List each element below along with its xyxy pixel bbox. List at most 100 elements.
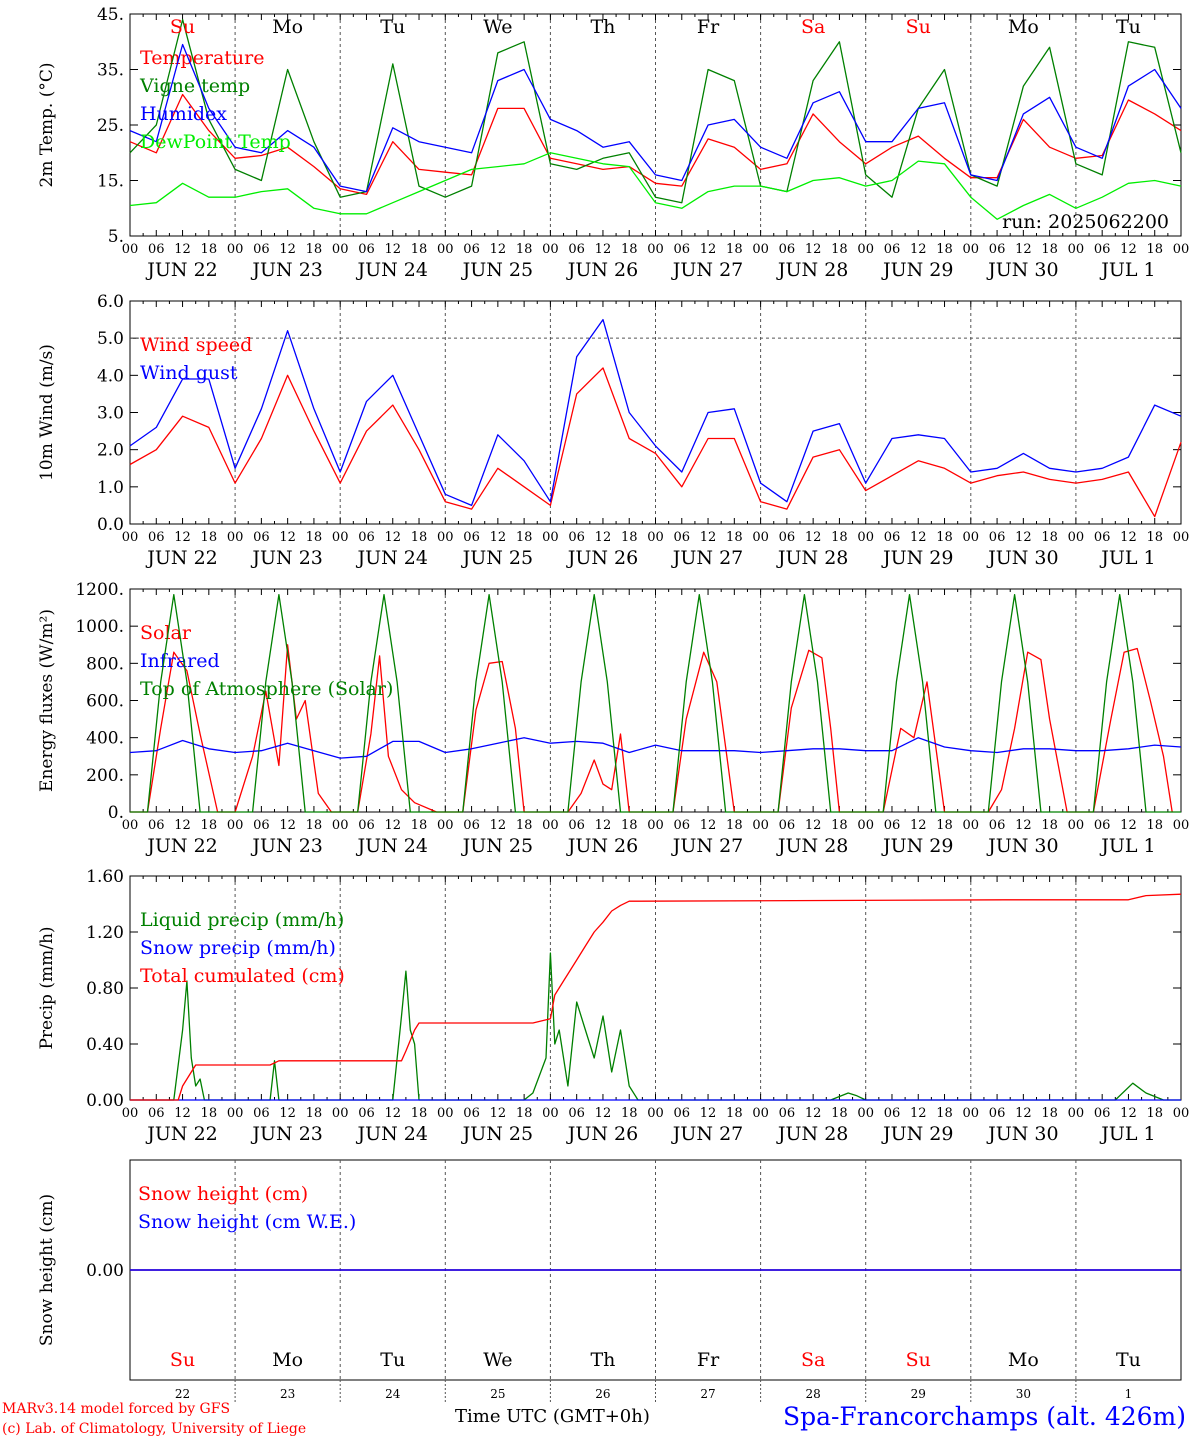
hour-label: 06 (884, 242, 901, 257)
hour-label: 12 (490, 530, 507, 545)
series-line-vigne-temp (129, 18, 1182, 204)
day-name: Mo (1008, 1349, 1039, 1371)
hour-label: 00 (857, 242, 874, 257)
hour-label: 00 (963, 242, 980, 257)
hour-label: 12 (595, 818, 612, 833)
hour-label: 06 (568, 818, 585, 833)
hour-label: 18 (831, 242, 848, 257)
hour-label: 00 (857, 818, 874, 833)
hour-label: 12 (279, 530, 296, 545)
date-label: JUN 28 (776, 259, 848, 281)
y-tick-label: 5.0 (97, 329, 124, 349)
hour-label: 12 (700, 530, 717, 545)
hour-label: 00 (963, 1106, 980, 1121)
hour-label: 12 (384, 242, 401, 257)
hour-label: 06 (568, 242, 585, 257)
date-label: JUN 22 (145, 835, 217, 857)
y-tick-label: 800. (86, 654, 124, 674)
hour-label: 18 (306, 530, 323, 545)
y-tick-label: 1200. (75, 580, 124, 600)
series-line-solar (130, 644, 1173, 813)
hour-label: 18 (831, 1106, 848, 1121)
hour-label: 00 (542, 242, 559, 257)
date-label: JUN 28 (776, 835, 848, 857)
time-axis-label: Time UTC (GMT+0h) (455, 1406, 650, 1427)
hour-label: 12 (595, 1106, 612, 1121)
series-line-infrared (129, 737, 1182, 759)
hour-label: 06 (989, 530, 1006, 545)
y-tick-label: 0.00 (86, 1091, 124, 1111)
day-number: 25 (490, 1387, 505, 1401)
hour-label: 06 (148, 242, 165, 257)
date-label: JUN 25 (461, 547, 533, 569)
hour-label: 00 (332, 530, 349, 545)
hour-label: 18 (1146, 242, 1163, 257)
hour-label: 12 (1015, 818, 1032, 833)
hour-label: 12 (174, 1106, 191, 1121)
day-name: We (483, 16, 512, 38)
hour-label: 18 (516, 242, 533, 257)
hour-label: 12 (595, 242, 612, 257)
hour-label: 12 (1120, 818, 1137, 833)
hour-label: 18 (411, 818, 428, 833)
hour-label: 18 (726, 242, 743, 257)
hour-label: 12 (174, 818, 191, 833)
hour-label: 06 (463, 530, 480, 545)
hour-label: 06 (779, 1106, 796, 1121)
hour-label: 12 (910, 818, 927, 833)
hour-label: 12 (384, 1106, 401, 1121)
date-label: JUN 27 (671, 835, 743, 857)
date-label: JUN 23 (250, 259, 322, 281)
hour-label: 18 (306, 242, 323, 257)
hour-label: 12 (805, 242, 822, 257)
y-axis-label: Snow height (cm) (37, 1194, 57, 1346)
hour-label: 00 (1068, 530, 1085, 545)
hour-label: 06 (358, 818, 375, 833)
date-label: JUN 29 (881, 835, 953, 857)
hour-label: 00 (227, 818, 244, 833)
day-number: 22 (175, 1387, 190, 1401)
date-label: JUN 24 (356, 835, 428, 857)
hour-label: 00 (437, 530, 454, 545)
date-label: JUN 25 (461, 259, 533, 281)
hour-label: 06 (884, 530, 901, 545)
panel-frame (129, 588, 1182, 813)
date-label: JUN 23 (250, 835, 322, 857)
y-tick-label: 35. (97, 61, 124, 81)
hour-label: 06 (884, 1106, 901, 1121)
date-label: JUN 24 (356, 1123, 428, 1145)
date-label: JUN 22 (145, 547, 217, 569)
hour-label: 18 (201, 818, 218, 833)
series-line-wind-gust (129, 318, 1182, 507)
hour-label: 18 (621, 818, 638, 833)
day-name: Su (906, 16, 931, 38)
hour-label: 00 (1173, 818, 1190, 833)
day-number: 23 (280, 1387, 295, 1401)
model-credit: MARv3.14 model forced by GFS (2, 1401, 231, 1417)
date-label: JUN 27 (671, 547, 743, 569)
hour-label: 00 (857, 530, 874, 545)
hour-label: 06 (358, 530, 375, 545)
day-name: Mo (1008, 16, 1039, 38)
hour-label: 06 (779, 530, 796, 545)
y-tick-label: 3.0 (97, 404, 124, 424)
hour-label: 18 (411, 242, 428, 257)
legend-entry: Temperature (140, 47, 264, 69)
hour-label: 00 (122, 818, 139, 833)
hour-label: 06 (674, 242, 691, 257)
legend-entry: Snow precip (mm/h) (140, 937, 336, 959)
hour-label: 00 (752, 242, 769, 257)
hour-label: 00 (542, 818, 559, 833)
day-name: Fr (697, 16, 720, 38)
date-label: JUN 26 (566, 1123, 638, 1145)
hour-label: 06 (253, 530, 270, 545)
hour-label: 18 (1146, 818, 1163, 833)
hour-label: 06 (253, 818, 270, 833)
hour-label: 18 (831, 530, 848, 545)
y-tick-label: 400. (86, 729, 124, 749)
hour-label: 06 (148, 1106, 165, 1121)
legend-entry: Top of Atmosphere (Solar) (140, 678, 393, 700)
legend-entry: Vigne temp (139, 75, 250, 97)
hour-label: 12 (700, 242, 717, 257)
hour-label: 00 (227, 242, 244, 257)
